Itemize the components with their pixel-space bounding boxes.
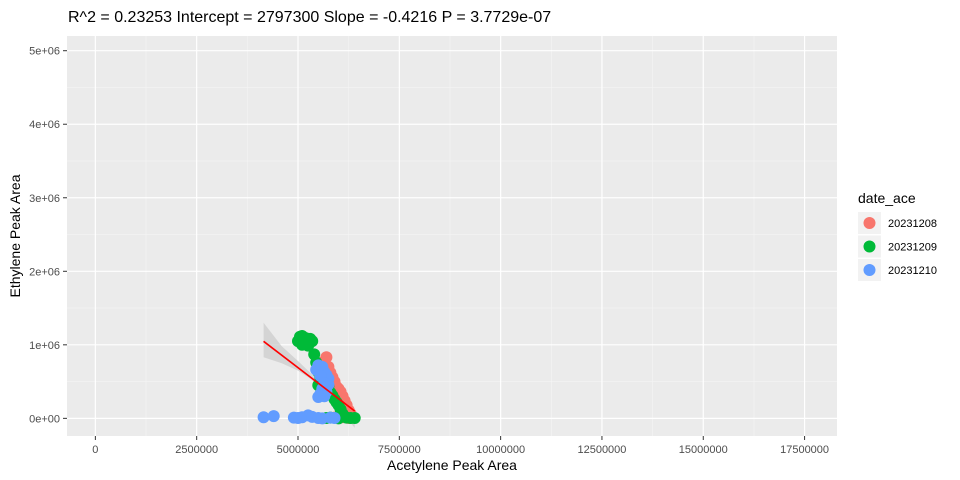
data-point [257,411,270,424]
legend-title: date_ace [858,190,916,206]
plot-background [67,36,837,436]
legend-key [863,217,876,229]
legend-key [863,240,876,253]
legend-key [863,264,876,276]
data-point [318,390,331,403]
y-tick-label: 5e+06 [29,46,60,58]
y-axis-label: Ethylene Peak Area [7,174,23,297]
regression-line-layer [263,340,356,412]
x-tick-label: 10000000 [476,444,525,456]
x-tick-label: 2500000 [175,444,218,456]
x-axis-label: Acetylene Peak Area [387,457,517,473]
data-point [302,339,315,352]
x-tick-label: 17500000 [780,444,829,456]
regression-line [263,340,356,412]
legend-item: 20231208 [858,212,937,234]
data-point [322,378,335,391]
x-axis-ticks: 0 2500000 5000000 7500000 10000000 12500000 15… [92,436,829,456]
x-tick-label: 15000000 [679,444,728,456]
x-tick-label: 7500000 [378,444,421,456]
legend-item: 20231209 [858,235,937,258]
data-point [348,412,361,424]
y-axis-ticks: 0e+00 1e+06 2e+06 3e+06 4e+06 5e+06 [29,46,67,425]
legend-items: 20231208 20231209 20231210 [858,212,937,281]
x-tick-label: 0 [92,444,98,456]
legend-item: 20231210 [858,259,937,281]
y-tick-label: 4e+06 [29,119,60,131]
legend: date_ace 20231208 20231209 20231210 [858,190,937,281]
legend-label: 20231210 [888,265,937,277]
data-point [267,410,280,423]
y-tick-label: 0e+00 [29,413,60,425]
data-point [328,412,341,424]
grid-minor [67,36,837,436]
legend-label: 20231208 [888,218,937,230]
x-tick-label: 12500000 [577,444,626,456]
chart-title: R^2 = 0.23253 Intercept = 2797300 Slope … [68,9,551,26]
x-tick-label: 5000000 [277,444,320,456]
y-tick-label: 2e+06 [29,266,60,278]
grid-major [67,36,837,436]
y-tick-label: 3e+06 [29,193,60,205]
y-tick-label: 1e+06 [29,340,60,352]
legend-label: 20231209 [888,242,937,254]
